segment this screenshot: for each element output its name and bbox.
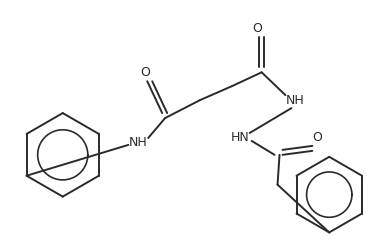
Text: O: O xyxy=(140,66,150,79)
Text: NH: NH xyxy=(129,136,148,149)
Text: NH: NH xyxy=(286,94,305,107)
Text: O: O xyxy=(312,132,322,144)
Text: HN: HN xyxy=(230,132,249,144)
Text: O: O xyxy=(253,22,263,35)
